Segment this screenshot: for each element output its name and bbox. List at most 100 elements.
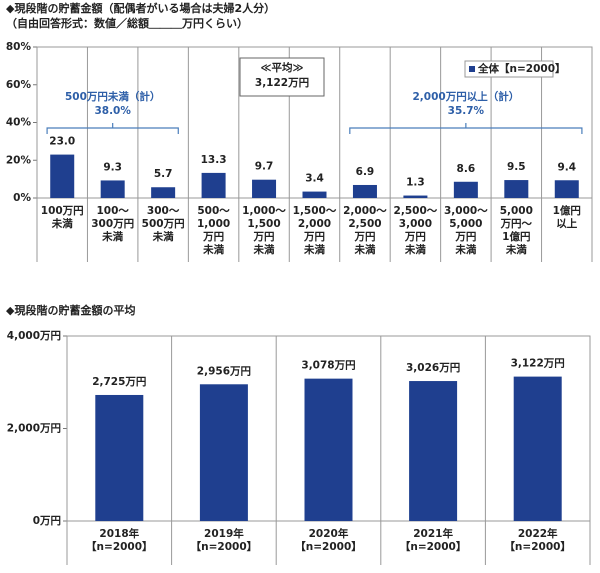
x-tick-label: 1億円 [553, 204, 581, 217]
bracket [46, 123, 179, 134]
value-label: 13.3 [201, 154, 227, 166]
x-tick-label: 【n=2000】 [504, 540, 571, 553]
x-tick-label: 2020年 [309, 527, 349, 540]
value-label: 9.7 [255, 161, 274, 173]
x-tick-label: 未満 [152, 230, 174, 243]
x-tick-label: 未満 [101, 230, 123, 243]
x-tick-label: 500万円 [142, 218, 185, 230]
x-tick-label: 以上 [556, 217, 577, 230]
value-label: 9.5 [507, 161, 526, 173]
x-tick-label: 300～ [147, 205, 180, 217]
chart-title: ◆現段階の貯蓄金額（配偶者がいる場合は夫婦2人分） [6, 1, 275, 15]
x-tick-label: 2019年 [204, 527, 244, 540]
value-label: 23.0 [49, 136, 75, 148]
y-tick-label: 0% [13, 192, 31, 204]
bar [151, 187, 176, 198]
y-tick-label: 40% [6, 117, 32, 129]
callout-text: ≪平均≫ [261, 61, 304, 74]
callout-text: 3,122万円 [255, 77, 309, 89]
value-label: 1.3 [406, 177, 425, 189]
value-label: 9.3 [103, 161, 122, 173]
x-tick-label: 2,000 [298, 218, 331, 230]
x-tick-label: 万円 [454, 231, 476, 243]
x-tick-label: 1,500 [247, 218, 280, 230]
bar [95, 394, 144, 521]
bar [252, 179, 277, 198]
bar [302, 191, 327, 198]
chart-title: ◆現段階の貯蓄金額の平均 [6, 303, 135, 317]
value-label: 5.7 [154, 168, 173, 180]
value-label: 6.9 [356, 166, 375, 178]
x-tick-label: 100万円 [41, 205, 84, 217]
bar [403, 195, 428, 198]
x-tick-label: 2,500～ [394, 205, 438, 217]
x-tick-label: 2,000～ [343, 205, 387, 217]
legend-swatch [469, 66, 475, 72]
x-tick-label: 【n=2000】 [400, 540, 467, 553]
x-tick-label: 未満 [404, 243, 426, 256]
bar [504, 180, 529, 198]
y-tick-label: 20% [6, 154, 32, 166]
bracket-value: 38.0% [94, 105, 131, 117]
x-tick-label: 5,000 [449, 218, 482, 230]
bar [201, 172, 226, 198]
bracket [349, 123, 583, 134]
bracket-value: 35.7% [448, 105, 485, 117]
x-tick-label: 万円 [303, 231, 325, 243]
x-tick-label: 2022年 [518, 527, 558, 540]
bar [513, 376, 562, 521]
bar [453, 181, 478, 198]
y-tick-label: 60% [6, 79, 32, 91]
x-tick-label: 【n=2000】 [191, 540, 258, 553]
legend-box [464, 60, 554, 78]
x-tick-label: 2,500 [348, 218, 381, 230]
bracket-label: 500万円未満（計） [65, 90, 160, 103]
y-tick-label: 80% [6, 41, 32, 53]
x-tick-label: 【n=2000】 [86, 540, 153, 553]
value-label: 9.4 [557, 161, 576, 173]
x-tick-label: 300万円 [91, 218, 134, 230]
x-tick-label: 万円 [253, 231, 275, 243]
value-label: 8.6 [457, 163, 476, 175]
bracket-label: 2,000万円以上（計） [413, 90, 520, 103]
x-tick-label: 5,000 [500, 205, 533, 217]
bar [554, 180, 579, 198]
bar [352, 184, 377, 198]
bar [50, 154, 75, 198]
x-tick-label: 1,000 [197, 218, 230, 230]
value-label: 3,122万円 [511, 358, 565, 370]
bar [409, 381, 458, 521]
x-tick-label: 未満 [51, 217, 73, 230]
x-tick-label: 未満 [253, 243, 275, 256]
x-tick-label: 1,000～ [242, 205, 286, 217]
x-tick-label: 万円 [202, 231, 224, 243]
x-tick-label: 3,000～ [444, 205, 488, 217]
x-tick-label: 未満 [303, 243, 325, 256]
x-tick-label: 500～ [197, 205, 230, 217]
x-tick-label: 万円～ [500, 218, 533, 230]
chart-subtitle: （自由回答形式：数値／総額＿＿＿万円くらい） [6, 16, 248, 30]
x-tick-label: 3,000 [399, 218, 432, 230]
bar [199, 384, 248, 521]
callout-box [239, 57, 325, 97]
legend-label: 全体【n=2000】 [477, 62, 566, 75]
x-tick-label: 未満 [454, 243, 476, 256]
x-tick-label: 1,500～ [293, 205, 337, 217]
y-tick-label: 4,000万円 [7, 330, 61, 342]
x-tick-label: 1億円 [502, 230, 530, 243]
value-label: 3,026万円 [406, 362, 460, 374]
x-tick-label: 未満 [202, 243, 224, 256]
y-tick-label: 2,000万円 [7, 423, 61, 435]
x-tick-label: 未満 [505, 243, 527, 256]
bar [304, 378, 353, 521]
value-label: 2,725万円 [92, 376, 146, 388]
x-tick-label: 万円 [353, 231, 375, 243]
x-tick-label: 100～ [96, 205, 129, 217]
x-tick-label: 2018年 [99, 527, 139, 540]
x-tick-label: 【n=2000】 [295, 540, 362, 553]
y-tick-label: 0万円 [33, 515, 61, 527]
value-label: 2,956万円 [197, 365, 251, 377]
x-tick-label: 2021年 [413, 527, 453, 540]
x-tick-label: 万円 [404, 231, 426, 243]
